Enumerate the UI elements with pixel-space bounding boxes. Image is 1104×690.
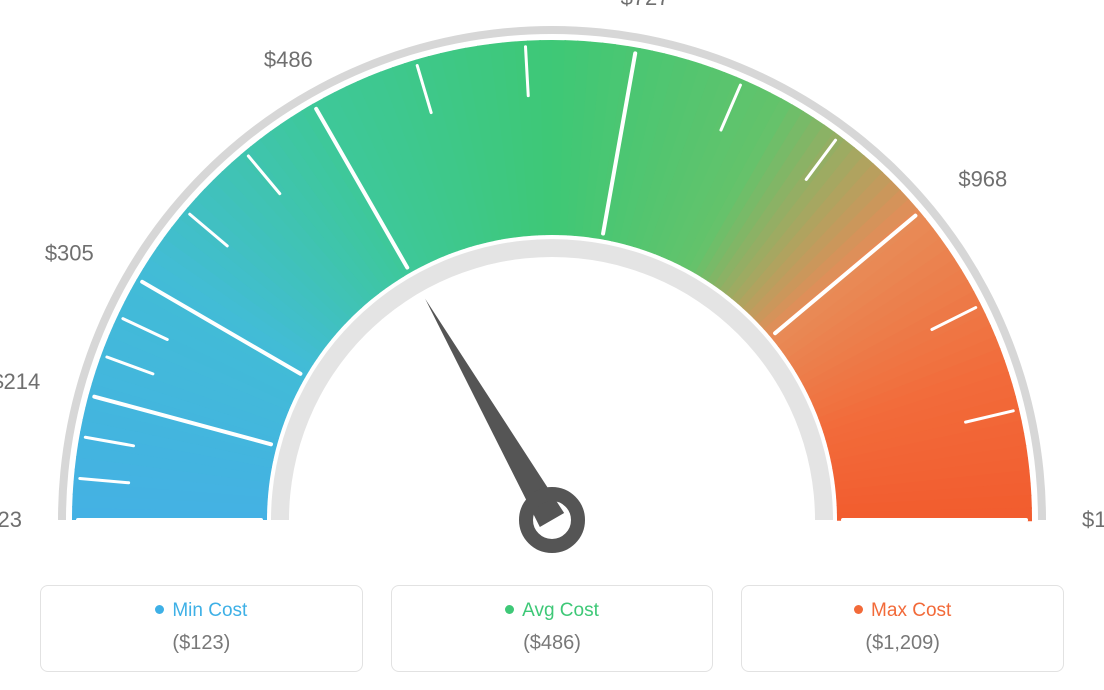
legend-title-max: Max Cost xyxy=(752,600,1053,622)
legend-value-min: ($123) xyxy=(51,632,352,655)
gauge-tick-label: $214 xyxy=(0,369,40,394)
legend-card-min: Min Cost ($123) xyxy=(40,585,363,672)
legend-value-avg: ($486) xyxy=(402,632,703,655)
legend-label-max: Max Cost xyxy=(871,600,951,621)
legend-row: Min Cost ($123) Avg Cost ($486) Max Cost… xyxy=(0,585,1104,672)
legend-title-avg: Avg Cost xyxy=(402,600,703,622)
gauge-tick-label: $305 xyxy=(45,241,94,266)
gauge-band xyxy=(72,40,1032,521)
gauge-tick-label: $968 xyxy=(958,167,1007,192)
gauge-tick-label: $486 xyxy=(264,47,313,72)
legend-title-min: Min Cost xyxy=(51,600,352,622)
legend-label-avg: Avg Cost xyxy=(522,600,599,621)
gauge-tick-label: $123 xyxy=(0,507,22,532)
gauge-tick-label: $1,209 xyxy=(1082,507,1104,532)
legend-card-max: Max Cost ($1,209) xyxy=(741,585,1064,672)
legend-label-min: Min Cost xyxy=(172,600,247,621)
gauge-svg: $123 $214 $305 $486 $727 $968 $1,209 xyxy=(0,0,1104,570)
legend-value-max: ($1,209) xyxy=(752,632,1053,655)
gauge-chart: $123 $214 $305 $486 $727 $968 $1,209 xyxy=(0,0,1104,570)
legend-card-avg: Avg Cost ($486) xyxy=(391,585,714,672)
dot-icon xyxy=(155,605,164,614)
cost-gauge-widget: { "gauge": { "type": "gauge", "min": 123… xyxy=(0,0,1104,690)
dot-icon xyxy=(854,605,863,614)
gauge-tick-label: $727 xyxy=(621,0,670,10)
dot-icon xyxy=(505,605,514,614)
